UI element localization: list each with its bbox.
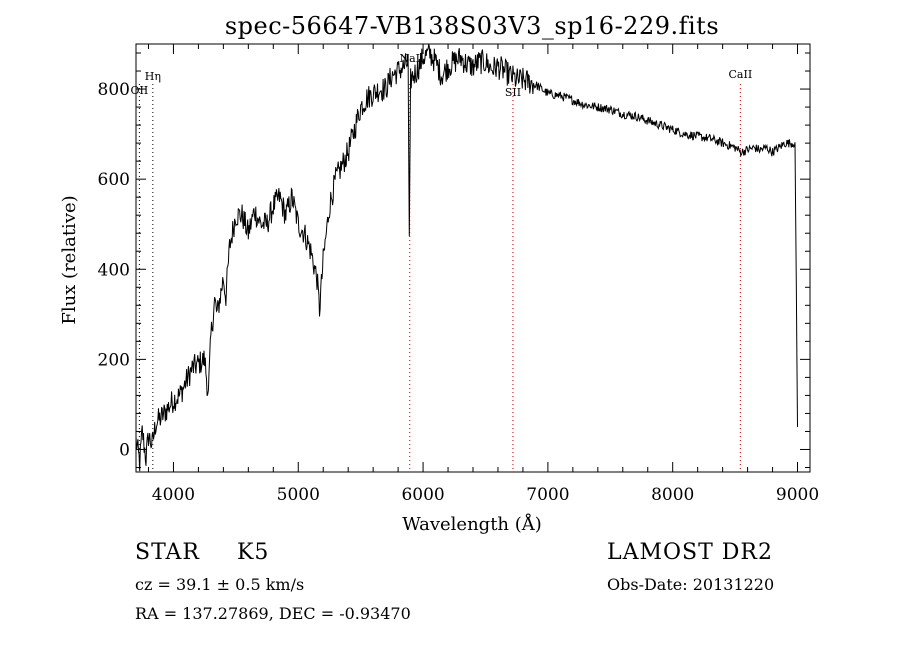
y-axis-label: Flux (relative) xyxy=(59,195,80,324)
x-tick-label-2: 6000 xyxy=(401,485,444,505)
x-tick-label-4: 8000 xyxy=(651,485,694,505)
object-class: STAR xyxy=(135,540,200,565)
x-tick-label-1: 5000 xyxy=(277,485,320,505)
survey-name: LAMOST DR2 xyxy=(607,540,773,565)
chart-title: spec-56647-VB138S03V3_sp16-229.fits xyxy=(225,12,719,40)
line-marker-label-3: SII xyxy=(505,86,521,99)
line-marker-label-0: Hη xyxy=(145,70,161,83)
redshift-velocity: cz = 39.1 ± 0.5 km/s xyxy=(135,575,305,594)
y-tick-label-0: 0 xyxy=(119,440,130,460)
object-subclass: K5 xyxy=(237,540,270,565)
x-axis-label: Wavelength (Å) xyxy=(402,513,542,535)
y-tick-label-2: 400 xyxy=(98,260,130,280)
plot-area: 4000 5000 6000 7000 8000 9000 0 200 400 600 800 HηO… xyxy=(98,43,819,505)
plot-frame xyxy=(135,43,811,473)
x-tick-label-0: 4000 xyxy=(152,485,195,505)
line-marker-label-1: OII xyxy=(131,84,149,97)
x-tick-label-3: 7000 xyxy=(526,485,569,505)
line-marker-label-4: CaII xyxy=(729,68,753,81)
y-tick-label-3: 600 xyxy=(98,170,130,190)
x-tick-label-5: 9000 xyxy=(776,485,819,505)
coordinates: RA = 137.27869, DEC = -0.93470 xyxy=(135,604,411,623)
observation-date: Obs-Date: 20131220 xyxy=(607,575,775,594)
y-tick-label-1: 200 xyxy=(98,350,130,370)
y-tick-label-4: 800 xyxy=(98,80,130,100)
spectrum-line xyxy=(135,43,798,472)
